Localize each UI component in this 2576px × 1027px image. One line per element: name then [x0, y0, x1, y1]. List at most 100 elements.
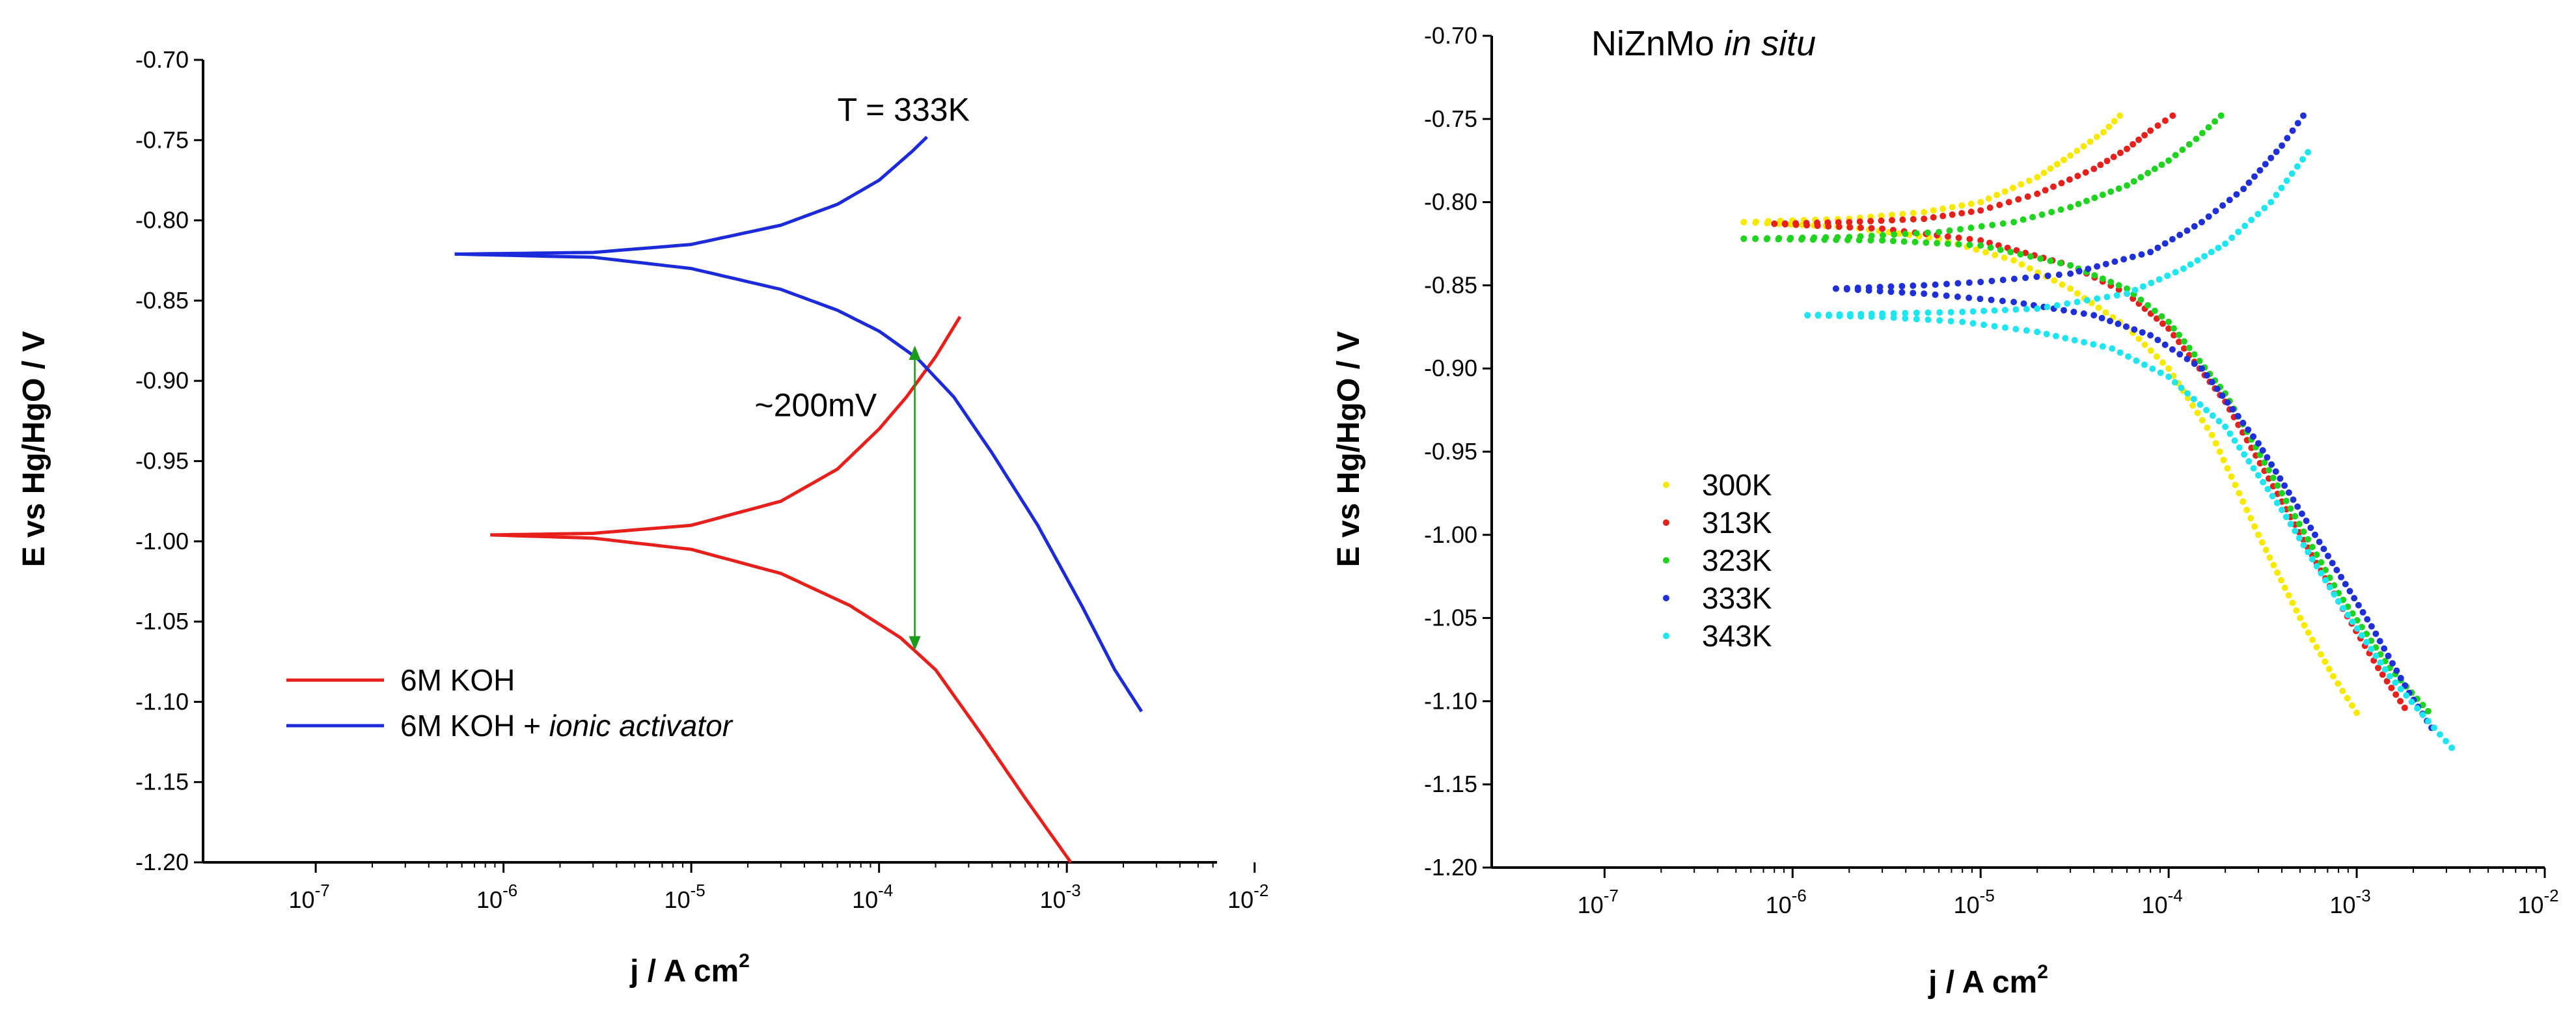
- data-point: [2040, 169, 2048, 176]
- data-point: [2408, 698, 2415, 705]
- data-point: [1966, 241, 1973, 249]
- data-point: [2344, 612, 2351, 618]
- data-point: [2259, 447, 2266, 454]
- data-point: [2057, 206, 2064, 213]
- data-point: [2139, 283, 2146, 290]
- data-point: [2377, 659, 2384, 666]
- data-point: [1902, 230, 1909, 238]
- data-point: [2102, 309, 2109, 316]
- legend-label: 343K: [1702, 619, 1772, 653]
- data-point: [1994, 191, 2001, 199]
- data-point: [2262, 547, 2269, 553]
- data-point: [2067, 270, 2074, 277]
- data-point: [2130, 141, 2137, 148]
- data-point: [2290, 496, 2297, 503]
- data-point: [2260, 478, 2267, 486]
- data-point: [2070, 308, 2077, 316]
- data-point: [2227, 430, 2234, 437]
- data-point: [2099, 343, 2106, 350]
- data-point: [2107, 279, 2115, 286]
- data-point: [1946, 227, 1953, 234]
- data-point: [2169, 236, 2176, 243]
- y-tick-label: -0.80: [1424, 189, 1477, 215]
- data-point: [2124, 182, 2130, 189]
- series-323k: [1740, 112, 2432, 715]
- y-tick-label: -0.85: [1424, 271, 1477, 298]
- data-point: [2007, 249, 2014, 256]
- left-x-axis-label-main: j / A cm: [629, 954, 739, 989]
- data-point: [2103, 157, 2111, 165]
- data-point: [2085, 266, 2092, 273]
- data-point: [1902, 310, 1909, 317]
- data-point: [2243, 506, 2251, 514]
- x-tick-label: 10-6: [476, 881, 517, 913]
- y-tick-label: -1.00: [1424, 521, 1477, 548]
- y-tick-label: -0.95: [1424, 438, 1477, 465]
- data-point: [2245, 458, 2253, 465]
- x-tick-exp: -6: [1792, 886, 1807, 905]
- data-point: [2180, 345, 2187, 352]
- data-point: [2184, 227, 2191, 234]
- data-point: [1913, 309, 1920, 316]
- data-point: [1943, 292, 1950, 299]
- data-point: [1944, 233, 1951, 240]
- data-point: [1999, 277, 2007, 284]
- data-point: [2309, 556, 2316, 563]
- y-tick-label: -1.00: [135, 528, 189, 555]
- series-line-branch: [454, 135, 929, 256]
- data-point: [1740, 235, 1747, 242]
- data-point: [2107, 188, 2115, 195]
- data-point: [2424, 718, 2432, 725]
- data-point: [2147, 332, 2154, 339]
- data-point: [2300, 528, 2307, 535]
- data-point: [2279, 142, 2286, 149]
- x-tick-exp: -7: [315, 881, 330, 900]
- data-point: [1898, 282, 1906, 290]
- y-tick-label: -0.85: [135, 287, 189, 314]
- data-point: [2043, 331, 2050, 338]
- data-point: [2111, 118, 2118, 125]
- data-point: [2289, 599, 2296, 607]
- data-point: [2165, 157, 2172, 164]
- data-point: [2154, 122, 2161, 129]
- data-point: [2053, 302, 2061, 309]
- data-point: [2199, 365, 2205, 372]
- data-point: [2278, 184, 2285, 191]
- data-point: [2226, 197, 2233, 204]
- data-point: [1865, 287, 1872, 294]
- data-point: [1815, 312, 1822, 319]
- data-point: [2372, 630, 2379, 637]
- data-point: [2141, 341, 2148, 348]
- data-point: [2309, 637, 2316, 644]
- data-point: [2137, 174, 2144, 181]
- data-point: [2393, 667, 2400, 674]
- data-point: [2165, 365, 2172, 372]
- data-point: [2333, 566, 2340, 573]
- data-point: [2154, 336, 2161, 344]
- data-point: [2048, 208, 2055, 215]
- data-point: [2180, 265, 2187, 272]
- data-point: [2124, 145, 2130, 152]
- data-point: [1985, 195, 1992, 202]
- data-point: [2282, 514, 2290, 521]
- data-point: [2389, 660, 2396, 667]
- data-point: [2124, 290, 2130, 297]
- data-point: [2129, 253, 2136, 260]
- data-point: [2076, 267, 2083, 275]
- data-point: [1814, 222, 1821, 229]
- series-6m-koh-ionic-activator: [454, 135, 1144, 713]
- data-point: [1936, 309, 1943, 316]
- data-point: [1910, 215, 1917, 223]
- y-tick-label: -1.10: [135, 688, 189, 715]
- y-tick-label: -0.75: [1424, 105, 1477, 132]
- data-point: [1887, 288, 1895, 295]
- data-point: [2274, 482, 2281, 489]
- data-point: [2001, 307, 2008, 314]
- data-point: [2018, 181, 2025, 188]
- data-point: [1857, 225, 1864, 231]
- data-point: [2448, 744, 2456, 751]
- data-point: [2208, 249, 2215, 256]
- data-point: [2091, 195, 2098, 201]
- data-point: [2199, 417, 2206, 424]
